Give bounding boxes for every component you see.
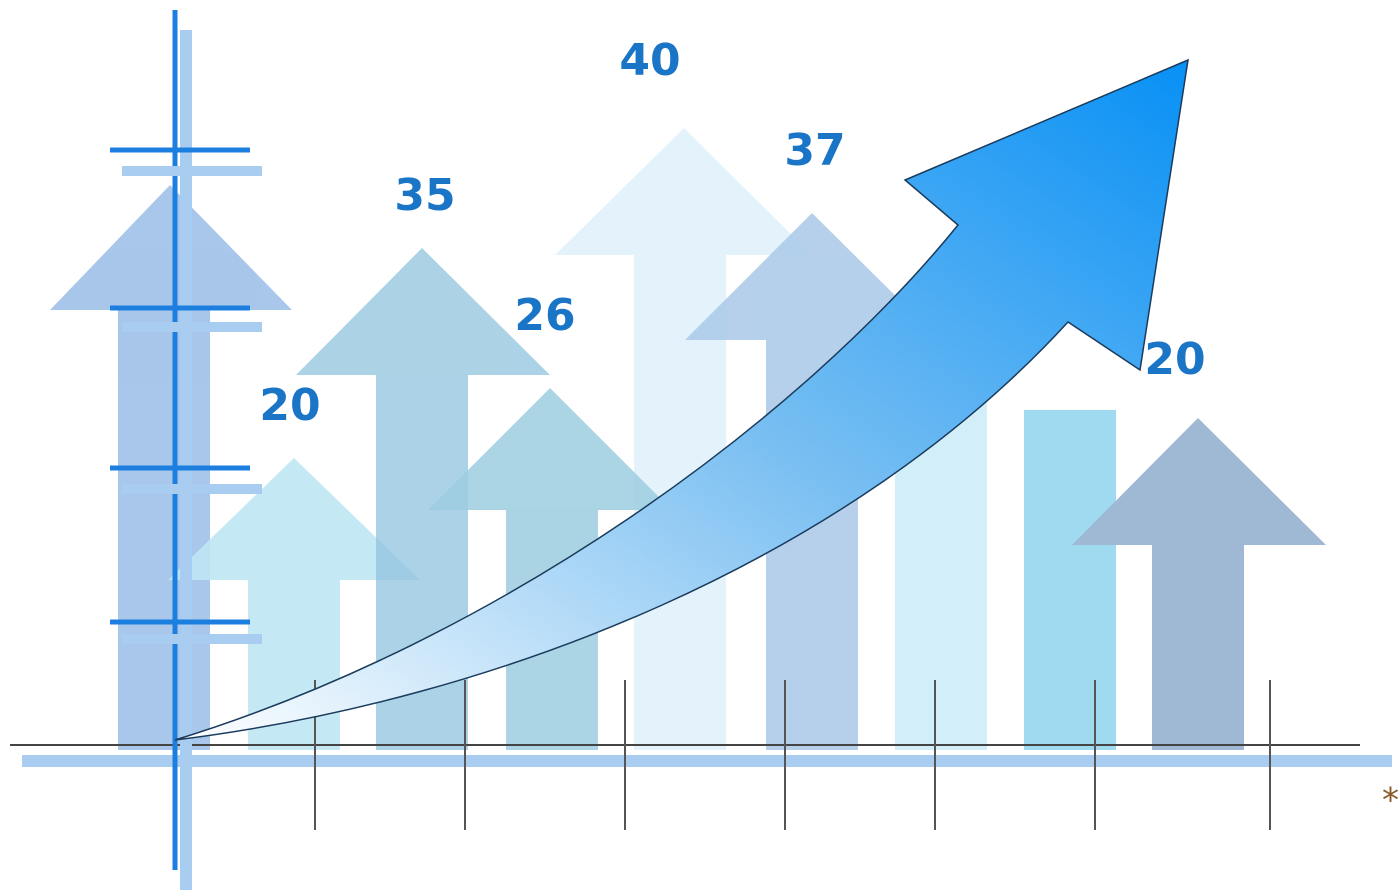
value-label: 26: [514, 290, 575, 341]
growth-arrow: [174, 58, 1189, 741]
value-label: 20: [259, 380, 320, 431]
footnote: *: [1382, 781, 1398, 821]
grid-lines: [10, 10, 1392, 890]
labels: 20 35 26 40 37 20: [259, 35, 1205, 431]
value-label: 40: [619, 35, 680, 86]
value-label: 37: [784, 125, 845, 176]
value-label: 35: [394, 170, 455, 221]
value-label: 20: [1144, 334, 1205, 385]
